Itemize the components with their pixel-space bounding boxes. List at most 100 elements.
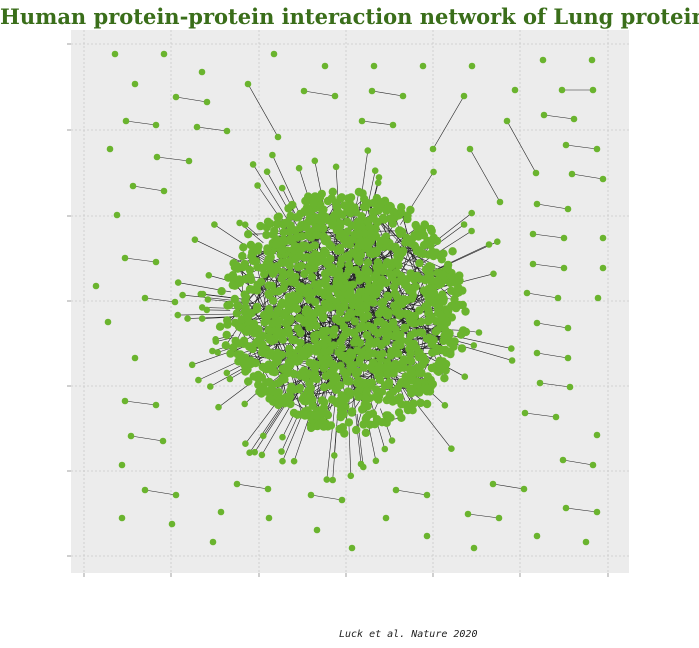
network-node <box>301 307 310 317</box>
isolated-node <box>198 68 206 76</box>
network-node <box>295 164 303 172</box>
network-node <box>269 151 276 159</box>
network-node <box>214 349 221 356</box>
network-edge <box>144 489 177 496</box>
network-edge <box>247 83 279 138</box>
network-node <box>312 411 321 421</box>
network-node <box>438 270 447 280</box>
network-node <box>312 344 321 353</box>
pair-node <box>122 117 130 125</box>
network-node <box>406 205 415 215</box>
network-node <box>381 324 390 333</box>
network-node <box>288 335 297 345</box>
network-node <box>430 168 437 176</box>
network-node <box>412 380 422 389</box>
network-node <box>393 251 402 261</box>
network-node <box>256 385 266 394</box>
network-node <box>375 361 384 371</box>
pair-node <box>193 123 201 131</box>
network-node <box>338 423 347 432</box>
network-node <box>195 376 202 384</box>
network-node <box>304 192 313 201</box>
network-node <box>318 288 328 297</box>
network-node <box>402 400 411 410</box>
network-node <box>280 258 289 267</box>
network-node <box>264 325 273 335</box>
pair-node <box>392 486 400 494</box>
network-node <box>508 345 515 352</box>
network-node <box>221 341 230 350</box>
network-node <box>381 278 391 288</box>
network-node <box>437 255 446 264</box>
network-node <box>428 348 437 357</box>
network-node <box>242 440 249 448</box>
network-node <box>407 375 416 385</box>
network-node <box>299 348 308 357</box>
network-node <box>337 255 346 264</box>
network-node <box>415 306 424 315</box>
network-node <box>468 209 476 217</box>
network-node <box>415 274 424 283</box>
network-node <box>344 418 354 427</box>
pair-node <box>185 157 193 165</box>
network-node <box>307 272 317 282</box>
pair-node <box>129 182 137 190</box>
network-node <box>204 296 212 303</box>
network-edge <box>125 120 157 126</box>
pair-node <box>274 133 282 141</box>
network-node <box>322 259 331 268</box>
pair-node <box>203 98 211 106</box>
network-node <box>270 226 279 236</box>
network-node <box>475 329 483 336</box>
network-node <box>319 224 328 233</box>
network-node <box>363 258 373 267</box>
network-node <box>292 233 301 242</box>
network-node <box>240 290 249 299</box>
network-edge <box>397 297 429 312</box>
pair-node <box>533 349 541 357</box>
network-node <box>238 251 247 261</box>
network-node <box>341 394 350 404</box>
network-node <box>188 361 196 369</box>
network-node <box>287 276 296 286</box>
isolated-node <box>419 62 427 70</box>
network-node <box>375 174 383 181</box>
network-node <box>215 403 222 411</box>
network-node <box>309 359 318 368</box>
network-node <box>393 258 402 268</box>
pair-node <box>489 480 497 488</box>
network-edge <box>506 120 537 174</box>
network-node <box>305 343 314 352</box>
isolated-node <box>118 461 126 469</box>
network-node <box>236 219 243 227</box>
pair-node <box>141 294 149 302</box>
network-node <box>381 337 391 346</box>
network-node <box>254 182 261 189</box>
network-edge <box>526 292 559 299</box>
network-node <box>308 401 317 410</box>
isolated-node <box>270 50 278 58</box>
network-node <box>348 248 357 257</box>
network-edge <box>536 322 569 329</box>
isolated-node <box>468 62 476 70</box>
network-node <box>256 221 265 231</box>
network-node <box>353 367 363 377</box>
network-node <box>366 229 376 238</box>
network-node <box>365 222 374 231</box>
network-node <box>332 278 341 288</box>
network-node <box>278 364 287 374</box>
pair-node <box>338 496 346 504</box>
network-node <box>448 247 457 256</box>
network-node <box>390 289 400 298</box>
network-node <box>334 396 343 406</box>
pair-node <box>564 324 572 332</box>
network-node <box>342 375 351 385</box>
network-node <box>386 214 395 223</box>
network-node <box>468 227 475 235</box>
network-node <box>371 167 379 174</box>
network-node <box>320 269 330 278</box>
network-node <box>305 207 314 216</box>
pair-node <box>589 86 597 94</box>
network-node <box>252 305 261 314</box>
network-node <box>331 452 338 459</box>
